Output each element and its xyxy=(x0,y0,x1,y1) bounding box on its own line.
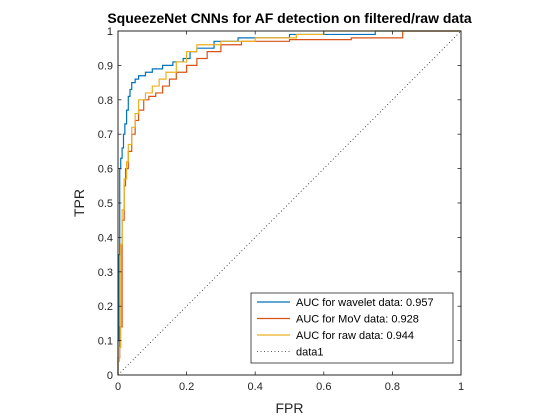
y-tick-label: 0.8 xyxy=(98,95,113,107)
series-line-3 xyxy=(117,30,462,376)
y-tick-label: 0.4 xyxy=(98,232,113,244)
legend-label-1: AUC for MoV data: 0.928 xyxy=(296,314,419,326)
y-tick-label: 1 xyxy=(107,26,113,38)
y-tick-label: 0.7 xyxy=(98,129,113,141)
legend-label-0: AUC for wavelet data: 0.957 xyxy=(296,297,434,309)
legend: AUC for wavelet data: 0.957 AUC for MoV d… xyxy=(250,292,454,364)
chart-title: SqueezeNet CNNs for AF detection on filt… xyxy=(107,10,472,26)
x-tick-label: 1 xyxy=(458,381,464,393)
y-tick-label: 0 xyxy=(107,370,113,382)
legend-items: AUC for wavelet data: 0.957 AUC for MoV d… xyxy=(257,297,434,359)
series-line-0 xyxy=(117,30,461,375)
ticks-layer: 0 0.2 0.4 0.6 0.8 1 0 0.1 0.2 0.3 0.4 0.5 0.6 0.7 0.8 0… xyxy=(98,26,464,393)
x-tick-label: 0.6 xyxy=(316,381,331,393)
y-tick-label: 0.6 xyxy=(98,164,113,176)
x-tick-label: 0.4 xyxy=(248,381,263,393)
series-layer xyxy=(117,30,462,376)
legend-box xyxy=(250,292,454,364)
y-tick-label: 0.2 xyxy=(98,301,113,313)
y-tick-label: 0.9 xyxy=(98,60,113,72)
y-tick-label: 0.1 xyxy=(98,336,113,348)
legend-label-3: data1 xyxy=(296,347,324,359)
x-tick-label: 0.8 xyxy=(385,381,400,393)
series-line-1 xyxy=(117,30,461,375)
x-tick-label: 0 xyxy=(115,381,121,393)
x-axis-label: FPR xyxy=(276,400,304,416)
series-line-2 xyxy=(117,30,461,375)
legend-label-2: AUC for raw data: 0.944 xyxy=(296,330,414,342)
y-tick-label: 0.5 xyxy=(98,198,113,210)
x-tick-label: 0.2 xyxy=(179,381,194,393)
y-tick-label: 0.3 xyxy=(98,267,113,279)
y-axis-label: TPR xyxy=(71,189,87,217)
